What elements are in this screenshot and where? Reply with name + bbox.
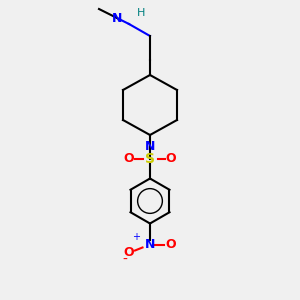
Text: N: N [145, 140, 155, 152]
Text: O: O [166, 238, 176, 251]
Text: N: N [145, 238, 155, 251]
Text: N: N [112, 11, 122, 25]
Text: -: - [122, 253, 127, 266]
Text: O: O [166, 152, 176, 166]
Text: O: O [124, 152, 134, 166]
Text: O: O [124, 245, 134, 259]
Text: H: H [137, 8, 145, 19]
Text: S: S [145, 152, 155, 166]
Text: +: + [133, 232, 140, 242]
